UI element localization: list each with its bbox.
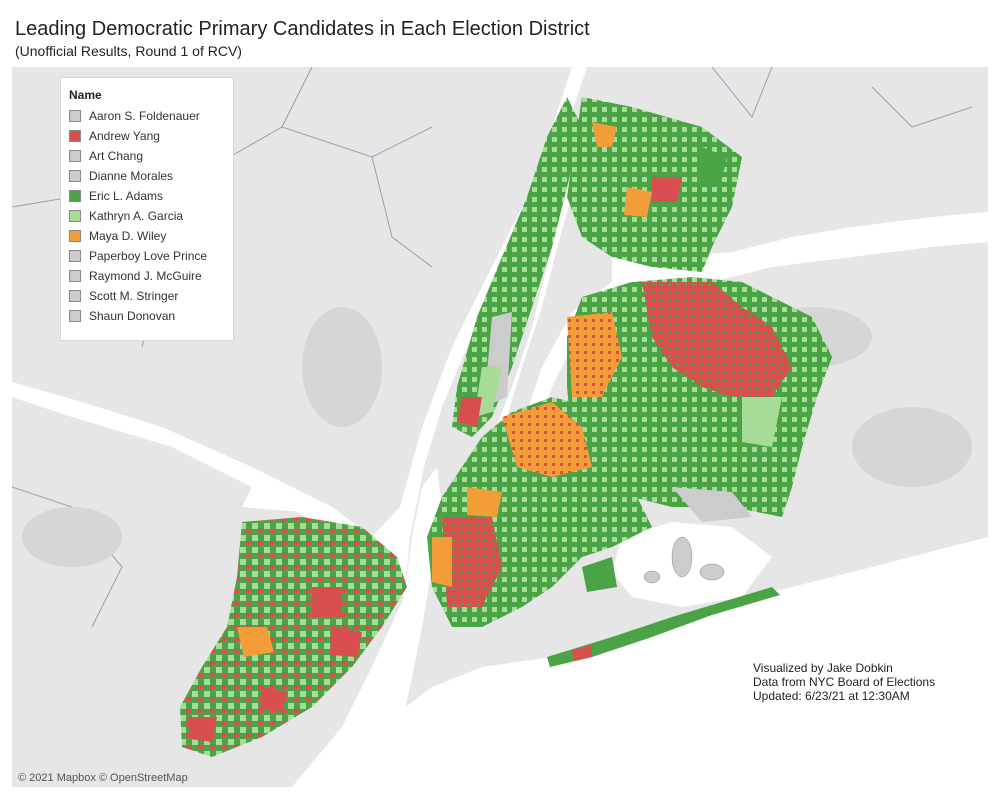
legend-swatch xyxy=(69,150,81,162)
bronx xyxy=(567,97,742,272)
legend-label: Kathryn A. Garcia xyxy=(89,209,184,223)
legend-label: Eric L. Adams xyxy=(89,189,164,203)
brooklyn xyxy=(427,397,652,627)
staten-island xyxy=(180,517,407,757)
long-island-sound xyxy=(612,212,988,285)
jamaica-bay xyxy=(612,522,772,607)
legend-label: Scott M. Stringer xyxy=(89,289,179,303)
legend-item[interactable]: Andrew Yang xyxy=(69,126,233,146)
legend-label: Aaron S. Foldenauer xyxy=(89,109,200,123)
legend-swatch xyxy=(69,270,81,282)
legend-swatch xyxy=(69,290,81,302)
legend-label: Paperboy Love Prince xyxy=(89,249,208,263)
newark-bay xyxy=(242,487,312,512)
legend-item[interactable]: Maya D. Wiley xyxy=(69,226,233,246)
legend-swatch xyxy=(69,190,81,202)
legend-items: Aaron S. Foldenauer Andrew Yang Art Chang D… xyxy=(69,106,233,326)
credit-author: Visualized by Jake Dobkin xyxy=(753,661,893,675)
credit-updated: Updated: 6/23/21 at 12:30AM xyxy=(753,689,910,703)
legend-item[interactable]: Art Chang xyxy=(69,146,233,166)
map-title: Leading Democratic Primary Candidates in… xyxy=(15,18,590,40)
legend-item[interactable]: Raymond J. McGuire xyxy=(69,266,233,286)
legend-swatch xyxy=(69,250,81,262)
legend: Name Aaron S. Foldenauer Andrew Yang Art C… xyxy=(60,77,234,341)
legend-label: Andrew Yang xyxy=(89,129,160,143)
legend-item[interactable]: Shaun Donovan xyxy=(69,306,233,326)
jamaica-bay-islands xyxy=(643,536,725,584)
legend-swatch xyxy=(69,170,81,182)
queens xyxy=(567,277,832,522)
legend-label: Maya D. Wiley xyxy=(89,229,167,243)
legend-swatch xyxy=(69,310,81,322)
legend-item[interactable]: Scott M. Stringer xyxy=(69,286,233,306)
legend-item[interactable]: Aaron S. Foldenauer xyxy=(69,106,233,126)
legend-title: Name xyxy=(69,88,102,102)
rockaway-peninsula xyxy=(547,587,780,667)
upper-bay xyxy=(292,467,442,787)
legend-item[interactable]: Eric L. Adams xyxy=(69,186,233,206)
legend-label: Raymond J. McGuire xyxy=(89,269,202,283)
legend-label: Dianne Morales xyxy=(89,169,174,183)
hudson-river xyxy=(12,67,587,597)
water-bodies xyxy=(12,67,988,787)
legend-swatch xyxy=(69,230,81,242)
legend-swatch xyxy=(69,110,81,122)
map-subtitle: (Unofficial Results, Round 1 of RCV) xyxy=(15,43,242,59)
credits: Visualized by Jake Dobkin Data from NYC … xyxy=(753,661,935,703)
legend-item[interactable]: Kathryn A. Garcia xyxy=(69,206,233,226)
legend-swatch xyxy=(69,210,81,222)
legend-label: Shaun Donovan xyxy=(89,309,176,323)
map-view[interactable]: Name Aaron S. Foldenauer Andrew Yang Art C… xyxy=(12,67,988,787)
legend-item[interactable]: Dianne Morales xyxy=(69,166,233,186)
legend-item[interactable]: Paperboy Love Prince xyxy=(69,246,233,266)
atlantic-ocean xyxy=(292,537,988,787)
map-attribution[interactable]: © 2021 Mapbox © OpenStreetMap xyxy=(18,772,188,784)
legend-label: Art Chang xyxy=(89,149,144,163)
credit-source: Data from NYC Board of Elections xyxy=(753,675,936,689)
manhattan xyxy=(452,97,582,437)
legend-swatch xyxy=(69,130,81,142)
